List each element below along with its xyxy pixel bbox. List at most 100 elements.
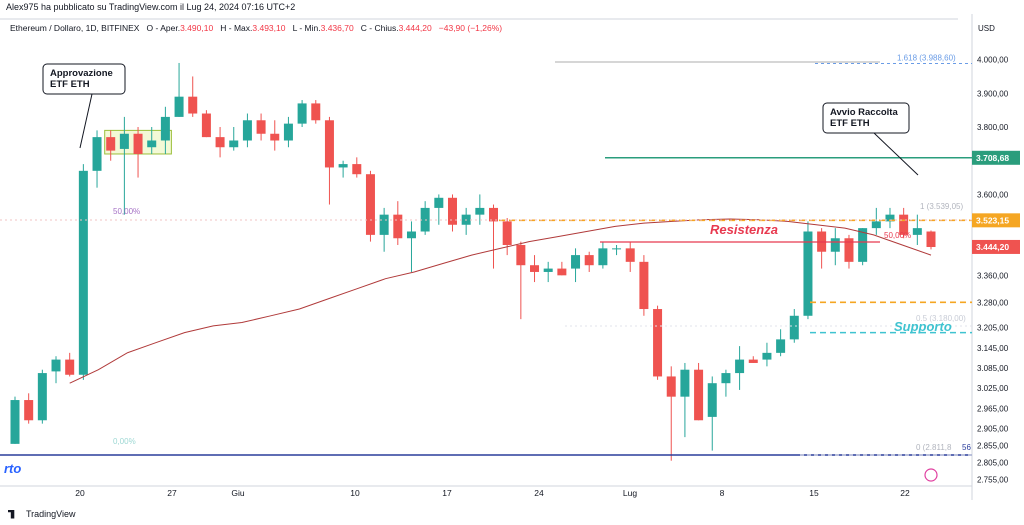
price-label-box: [972, 213, 1020, 228]
candle-body: [188, 96, 198, 114]
candle-body: [598, 248, 608, 266]
candle-body: [215, 137, 225, 148]
candle-body: [584, 255, 594, 266]
candle-body: [653, 309, 663, 377]
avvio-callout-box: [822, 102, 910, 134]
x-tick-label: 15: [809, 488, 819, 498]
candle-body: [311, 103, 321, 121]
fib-mid-label: 0.5 (3.180,00): [916, 314, 966, 323]
candle-body: [119, 133, 129, 149]
candle-body: [434, 197, 444, 208]
fib-50-right-label: 50,00%: [884, 231, 911, 240]
fib-0-left-label: 0,00%: [113, 437, 136, 446]
candle-body: [830, 238, 840, 252]
candle-body: [352, 164, 362, 175]
avvio-callout-text: ETF ETH: [830, 118, 870, 129]
candle-body: [557, 268, 567, 276]
candle-body: [283, 123, 293, 141]
footer-brand: TradingView: [8, 509, 76, 519]
x-tick-label: 20: [75, 488, 85, 498]
resistance-label: Resistenza: [710, 222, 778, 237]
y-tick-label: 2.755,00: [977, 475, 1009, 484]
close-label: C - Chius.: [360, 23, 399, 33]
candle-body: [776, 339, 786, 353]
candle-body: [516, 244, 526, 266]
change-value: −43,90 (−1,26%): [438, 23, 503, 33]
candle-body: [844, 238, 854, 262]
candle-body: [297, 103, 307, 124]
replay-icon: [924, 468, 938, 482]
x-tick-label: 24: [534, 488, 544, 498]
open-value: 3.490,10: [180, 23, 214, 33]
fib-1-label: 1 (3.539,05): [920, 202, 963, 211]
fib-0-right-tail: 56: [962, 443, 971, 452]
candle-body: [160, 116, 170, 141]
candle-body: [447, 197, 457, 225]
y-tick-label: 3.360,00: [977, 271, 1009, 280]
x-tick-label: 10: [350, 488, 360, 498]
candle-body: [256, 120, 266, 134]
candle-body: [379, 214, 389, 235]
candle-body: [625, 248, 635, 262]
fib-0-right-label: 0 (2.811,8: [916, 443, 952, 452]
low-label: L - Min.: [292, 23, 321, 33]
candle-body: [147, 140, 157, 148]
y-tick-label: 2.965,00: [977, 404, 1009, 413]
candle-body: [10, 400, 20, 444]
candle-body: [502, 221, 512, 245]
candle-body: [680, 369, 690, 397]
moving-average-line: [69, 218, 932, 384]
candle-body: [393, 214, 403, 239]
y-tick-label: 3.205,00: [977, 324, 1009, 333]
candle-body: [721, 373, 731, 384]
candle-body: [201, 113, 211, 138]
candle-body: [365, 174, 375, 235]
y-tick-label: 3.085,00: [977, 364, 1009, 373]
low-value: 3.436,70: [320, 23, 354, 33]
candle-body: [24, 400, 34, 421]
bottom-left-label: rto: [4, 461, 21, 476]
publisher-line: Alex975 ha pubblicato su TradingView.com…: [6, 2, 296, 12]
support-label: Supporto: [894, 319, 952, 334]
candle-body: [789, 315, 799, 340]
candle-body: [871, 221, 881, 229]
candle-body: [242, 120, 252, 141]
candle-body: [899, 214, 909, 235]
x-tick-label: 8: [720, 488, 725, 498]
candle-body: [324, 120, 334, 168]
high-label: H - Max.: [220, 23, 253, 33]
approval-callout-box: [42, 63, 126, 95]
brand-name: TradingView: [26, 509, 76, 519]
candle-body: [406, 231, 416, 239]
price-label-box: [972, 239, 1020, 254]
close-value: 3.444,20: [398, 23, 432, 33]
y-axis-title: USD: [978, 24, 995, 33]
y-tick-label: 3.025,00: [977, 384, 1009, 393]
candle-body: [926, 231, 936, 248]
price-label-text: 3.708,68: [976, 153, 1009, 163]
y-tick-label: 2.805,00: [977, 458, 1009, 467]
fib-50-left-label: 50,00%: [113, 207, 140, 216]
candle-body: [475, 207, 485, 215]
price-chart[interactable]: 1.618 (3.988,60) 1 (3.539,05) 50,00% 50,00%…: [0, 14, 1024, 509]
avvio-callout-pointer: [873, 132, 919, 176]
symbol-name: Ethereum / Dollaro, 1D, BITFINEX: [10, 23, 140, 33]
candle-body: [912, 228, 922, 235]
candle-body: [571, 255, 581, 269]
candle-body: [639, 261, 649, 310]
y-tick-label: 2.905,00: [977, 425, 1009, 434]
candle-body: [106, 137, 116, 151]
candle-body: [270, 133, 280, 141]
high-value: 3.493,10: [252, 23, 286, 33]
candle-body: [543, 268, 553, 272]
y-tick-label: 2.855,00: [977, 442, 1009, 451]
candle-body: [612, 248, 622, 250]
fib-1618-label: 1.618 (3.988,60): [897, 53, 956, 62]
candle-body: [735, 359, 745, 374]
candle-body: [338, 164, 348, 168]
candle-body: [694, 369, 704, 421]
candle-body: [666, 376, 676, 397]
y-tick-label: 3.145,00: [977, 344, 1009, 353]
approval-callout-text: Approvazione: [50, 68, 113, 79]
x-tick-label: Giu: [231, 488, 245, 498]
